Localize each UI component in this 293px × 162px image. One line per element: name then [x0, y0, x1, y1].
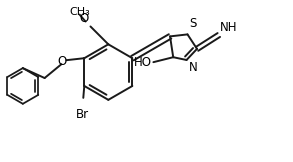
- Text: N: N: [188, 61, 197, 74]
- Text: O: O: [79, 12, 88, 25]
- Text: S: S: [190, 17, 197, 30]
- Text: Br: Br: [76, 108, 89, 121]
- Text: O: O: [57, 55, 67, 68]
- Text: NH: NH: [220, 21, 237, 34]
- Text: HO: HO: [133, 56, 151, 69]
- Text: CH₃: CH₃: [69, 6, 90, 17]
